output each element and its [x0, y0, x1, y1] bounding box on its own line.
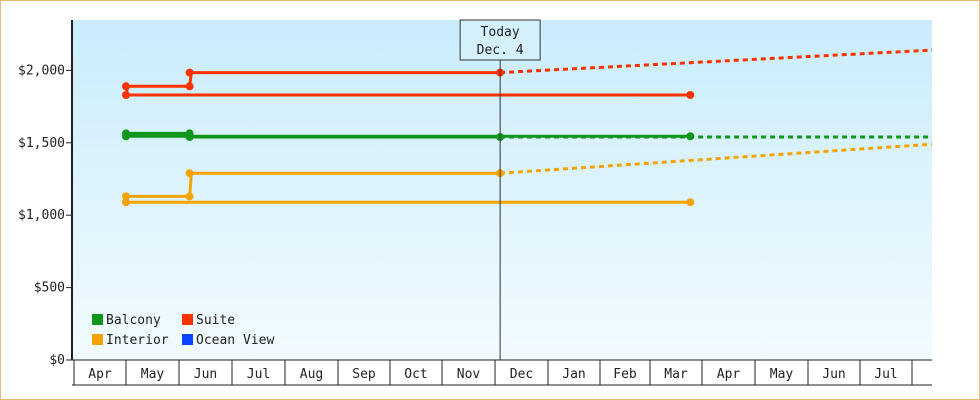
x-tick-label: Jul — [247, 367, 270, 382]
x-tick-label: Apr — [717, 367, 741, 382]
x-tick-label: May — [770, 367, 794, 382]
suite-point[interactable] — [686, 91, 695, 99]
x-tick-label: Jun — [822, 367, 845, 382]
suite-legend-label[interactable]: Suite — [196, 313, 235, 328]
balcony-history-line — [123, 131, 691, 139]
interior-point[interactable] — [185, 192, 194, 201]
today-label: Today — [481, 25, 520, 40]
x-tick-label: Jun — [194, 367, 217, 382]
interior-legend-label[interactable]: Interior — [106, 333, 169, 348]
y-tick-label: $500 — [34, 281, 65, 296]
balcony-point[interactable] — [185, 133, 194, 141]
interior-legend-swatch — [92, 334, 103, 345]
x-tick-label: Sep — [352, 367, 376, 382]
balcony-legend-label[interactable]: Balcony — [106, 313, 161, 328]
x-tick-label: Aug — [300, 367, 323, 382]
suite-point[interactable] — [122, 91, 130, 99]
x-tick-label: Dec — [510, 367, 533, 382]
suite-point[interactable] — [122, 82, 130, 91]
x-tick-label: Jan — [562, 367, 585, 382]
x-tick-label: Apr — [88, 367, 112, 382]
today-date-label: Dec. 4 — [477, 43, 524, 58]
suite-point[interactable] — [185, 68, 194, 77]
y-tick-label: $1,500 — [18, 136, 65, 151]
interior-point[interactable] — [185, 169, 194, 178]
suite-forecast-line — [500, 48, 933, 75]
balcony-legend-swatch — [92, 314, 103, 325]
x-tick-label: Mar — [664, 367, 688, 382]
ocean-view-legend-label[interactable]: Ocean View — [196, 333, 274, 348]
interior-point[interactable] — [686, 198, 695, 207]
y-tick-label: $1,000 — [18, 208, 65, 223]
balcony-point[interactable] — [122, 129, 130, 138]
suite-history-line — [124, 71, 691, 97]
x-tick-label: Nov — [457, 367, 481, 382]
x-tick-label: May — [141, 367, 165, 382]
interior-point[interactable] — [122, 192, 130, 201]
balcony-point[interactable] — [686, 132, 695, 141]
x-tick-label: Feb — [613, 367, 637, 382]
today-box — [459, 19, 541, 61]
plot-area — [72, 20, 932, 360]
x-tick-label: Oct — [404, 367, 427, 382]
suite-legend-swatch — [182, 314, 193, 325]
y-tick-label: $0 — [49, 353, 65, 368]
x-tick-label: Jul — [874, 367, 897, 382]
suite-point[interactable] — [185, 82, 194, 91]
y-tick-label: $2,000 — [18, 63, 65, 78]
interior-forecast-line — [499, 142, 933, 175]
ocean-view-legend-swatch — [182, 334, 193, 345]
interior-point[interactable] — [122, 198, 130, 207]
interior-history-line — [123, 171, 691, 204]
